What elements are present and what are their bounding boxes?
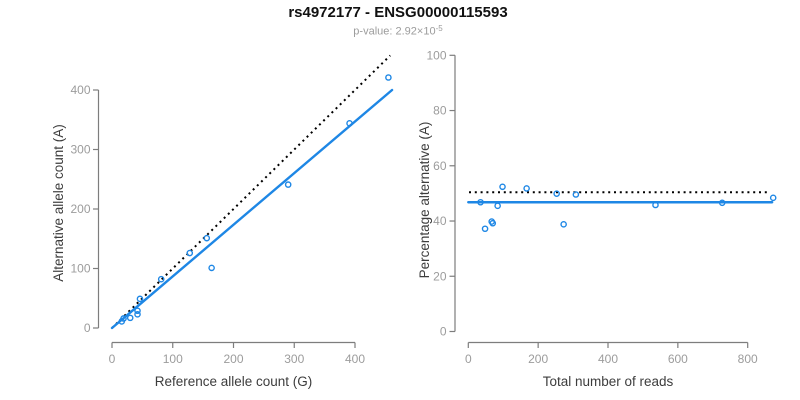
y-axis-tick-label: 300 [70, 143, 90, 157]
y-axis-label: Percentage alternative (A) [417, 122, 432, 279]
x-axis-tick-label: 200 [528, 352, 548, 366]
y-axis-tick-label: 0 [440, 325, 447, 339]
x-axis-tick-label: 300 [284, 352, 304, 366]
x-axis-tick-label: 400 [345, 352, 365, 366]
page-title: rs4972177 - ENSG00000115593 [288, 4, 508, 21]
data-point [494, 202, 501, 210]
data-point [481, 225, 489, 233]
data-point [126, 314, 134, 322]
data-point [489, 219, 497, 227]
data-point [523, 185, 530, 192]
y-axis-tick-label: 80 [433, 104, 447, 118]
data-point [134, 307, 141, 315]
y-axis-tick-label: 100 [426, 48, 446, 62]
data-point [136, 295, 144, 303]
data-point [560, 221, 567, 228]
x-axis-tick-label: 100 [163, 352, 183, 366]
data-point [477, 198, 484, 206]
data-point [346, 120, 353, 127]
p-value-label: p-value: 2.92×10-5 [0, 23, 796, 38]
y-axis-tick-label: 40 [433, 214, 447, 228]
data-point [652, 201, 659, 209]
y-axis-tick-label: 100 [70, 262, 90, 276]
y-axis-label: Alternative allele count (A) [51, 124, 66, 282]
data-point [572, 191, 580, 198]
y-axis-tick-label: 20 [433, 269, 447, 283]
x-axis-tick-label: 400 [598, 352, 618, 366]
data-point [134, 311, 141, 318]
data-point [157, 275, 165, 283]
x-axis-tick-label: 600 [668, 352, 688, 366]
x-axis-tick-label: 0 [109, 352, 116, 366]
x-axis-label: Total number of reads [543, 374, 674, 389]
x-axis-tick-label: 0 [465, 352, 472, 366]
x-axis-tick-label: 200 [223, 352, 243, 366]
x-axis-tick-label: 800 [738, 352, 758, 366]
data-point [718, 199, 726, 207]
y-axis-tick-label: 400 [70, 83, 90, 97]
data-point [208, 264, 215, 272]
percentage-scatter-panel: 0 200 400 600 800 0 20 40 60 80 100 Total number of… [417, 48, 777, 389]
expected-1to1-line [111, 54, 391, 329]
data-point [499, 183, 506, 191]
data-point [385, 74, 392, 81]
data-point [769, 194, 777, 202]
data-point [186, 249, 194, 257]
p-value-exponent: -5 [435, 24, 443, 33]
data-point [284, 181, 292, 188]
fitted-ratio-line [110, 88, 394, 330]
y-axis-tick-label: 60 [433, 159, 447, 173]
allele-count-scatter-panel: 0 100 200 300 400 0 100 200 300 400 Reference alle… [51, 54, 394, 389]
data-point [120, 315, 127, 322]
y-axis-tick-label: 200 [70, 202, 90, 216]
data-point [553, 190, 560, 197]
y-axis-tick-label: 0 [84, 321, 91, 335]
data-point [203, 234, 211, 242]
x-axis-label: Reference allele count (G) [155, 374, 313, 389]
p-value-text: p-value: 2.92×10 [353, 25, 436, 38]
